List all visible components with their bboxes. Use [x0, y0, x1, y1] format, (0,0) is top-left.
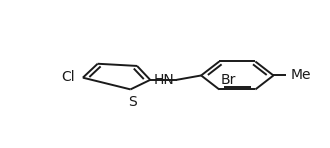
Text: Me: Me: [291, 69, 312, 82]
Text: Cl: Cl: [61, 70, 75, 84]
Text: Br: Br: [221, 73, 236, 86]
Text: S: S: [128, 95, 137, 109]
Text: HN: HN: [154, 73, 175, 87]
